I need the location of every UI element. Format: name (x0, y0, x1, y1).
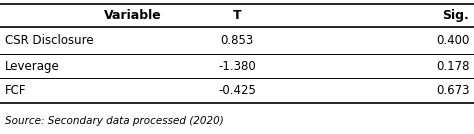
Text: -0.425: -0.425 (218, 84, 256, 97)
Text: CSR Disclosure: CSR Disclosure (5, 34, 93, 47)
Text: 0.400: 0.400 (436, 34, 469, 47)
Text: Leverage: Leverage (5, 60, 60, 73)
Text: 0.178: 0.178 (436, 60, 469, 73)
Text: 0.673: 0.673 (436, 84, 469, 97)
Text: 0.853: 0.853 (220, 34, 254, 47)
Text: -1.380: -1.380 (218, 60, 256, 73)
Text: T: T (233, 9, 241, 22)
Text: Sig.: Sig. (443, 9, 469, 22)
Text: Source: Secondary data processed (2020): Source: Secondary data processed (2020) (5, 116, 223, 126)
Text: FCF: FCF (5, 84, 26, 97)
Text: Variable: Variable (104, 9, 162, 22)
